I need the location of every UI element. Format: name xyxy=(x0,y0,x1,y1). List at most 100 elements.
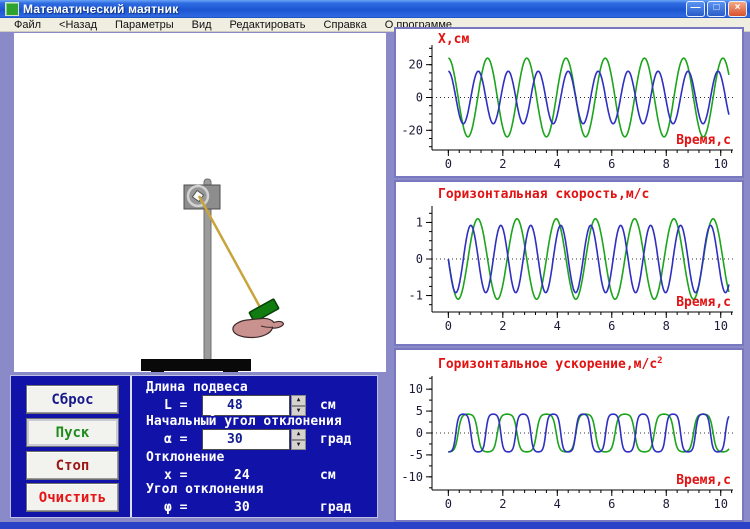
hand-thumb-line xyxy=(260,325,274,328)
length-spinner: ▲ ▼ xyxy=(291,395,306,416)
close-button[interactable]: × xyxy=(728,1,747,17)
x-tick-label: 8 xyxy=(663,319,670,333)
parameter-fields: Длина подвеса L = ▲ ▼ см Начальный угол … xyxy=(132,376,377,517)
x-tick-label: 6 xyxy=(608,497,615,511)
control-panel: Сброс Пуск Стоп Очистить Длина подвеса L… xyxy=(10,375,378,518)
angle-spinner-up-icon[interactable]: ▲ xyxy=(291,429,306,440)
field-length-symbol: L = xyxy=(164,398,188,413)
start-button[interactable]: Пуск xyxy=(26,418,119,447)
angle-spinner-down-icon[interactable]: ▼ xyxy=(291,439,306,450)
x-tick-label: 10 xyxy=(714,157,728,171)
maximize-button[interactable]: □ xyxy=(707,1,726,17)
x-axis-label: Время,с xyxy=(676,295,731,310)
length-spinner-down-icon[interactable]: ▼ xyxy=(291,405,306,416)
chart-velocity: -1 0 1 0 2 4 6 8 10 Горизонтальная скорость,м/с Вр… xyxy=(394,180,744,346)
button-column: Сброс Пуск Стоп Очистить xyxy=(11,376,132,517)
field-displacement-value: 24 xyxy=(234,468,250,483)
field-length-label: Длина подвеса xyxy=(146,380,248,395)
pendulum-simulation-area xyxy=(14,33,386,375)
field-phi-label: Угол отклонения xyxy=(146,482,264,497)
series-green-path xyxy=(448,413,730,453)
field-angle-label: Начальный угол отклонения xyxy=(146,414,342,429)
field-length: Длина подвеса L = ▲ ▼ см xyxy=(132,380,377,416)
x-tick-label: 6 xyxy=(608,319,615,333)
menu-item-view[interactable]: Вид xyxy=(191,18,212,31)
x-tick-label: 4 xyxy=(554,319,561,333)
title-bar: Математический маятник — □ × xyxy=(0,0,750,18)
length-spinner-up-icon[interactable]: ▲ xyxy=(291,395,306,406)
field-length-unit: см xyxy=(320,398,336,413)
field-angle-symbol: α = xyxy=(164,432,188,447)
field-phi-unit: град xyxy=(320,500,352,515)
y-tick-label: -10 xyxy=(401,470,423,484)
x-tick-label: 10 xyxy=(714,319,728,333)
y-tick-label: 0 xyxy=(416,252,423,266)
minimize-button[interactable]: — xyxy=(686,1,705,17)
x-tick-label: 6 xyxy=(608,157,615,171)
menu-item-back[interactable]: <Назад xyxy=(59,18,97,31)
x-tick-label: 8 xyxy=(663,497,670,511)
stand-foot-left xyxy=(151,371,164,375)
window-title: Математический маятник xyxy=(23,2,179,16)
chart-title: X,см xyxy=(438,32,469,47)
y-tick-label: 20 xyxy=(409,58,423,72)
series-blue-path xyxy=(448,70,730,125)
x-tick-label: 2 xyxy=(499,497,506,511)
reset-button[interactable]: Сброс xyxy=(26,385,119,414)
pendulum-string xyxy=(197,195,263,310)
field-displacement: Отклонение x = 24 см xyxy=(132,450,377,484)
x-tick-label: 2 xyxy=(499,319,506,333)
x-tick-label: 4 xyxy=(554,157,561,171)
series-blue-path xyxy=(448,413,730,453)
x-tick-label: 4 xyxy=(554,497,561,511)
series-blue-path xyxy=(447,224,730,294)
field-phi-symbol: φ = xyxy=(164,500,188,515)
x-tick-label: 0 xyxy=(445,319,452,333)
x-tick-label: 0 xyxy=(445,497,452,511)
y-tick-label: -1 xyxy=(409,289,423,303)
field-displacement-symbol: x = xyxy=(164,468,188,483)
y-tick-label: 10 xyxy=(409,382,423,396)
window-controls: — □ × xyxy=(686,1,747,17)
clear-button[interactable]: Очистить xyxy=(26,483,119,512)
y-tick-label: 1 xyxy=(416,215,423,229)
pendulum-drawing xyxy=(141,178,285,375)
series-green-path xyxy=(447,217,730,301)
field-phi: Угол отклонения φ = 30 град xyxy=(132,482,377,516)
chart-acceleration: -10 -5 0 5 10 0 2 4 6 8 10 Горизонтальное ускорение… xyxy=(394,348,744,522)
chart-title: Горизонтальная скорость,м/с xyxy=(438,187,649,202)
x-tick-label: 2 xyxy=(499,157,506,171)
field-angle-unit: град xyxy=(320,432,352,447)
x-axis-label: Время,с xyxy=(676,133,731,148)
charts-column: -20 0 20 0 2 4 6 8 10 X,см Время,с -1 0 1 0 2 4 6 8 10 Гори… xyxy=(394,27,744,524)
stop-button[interactable]: Стоп xyxy=(26,451,119,480)
series-green-path xyxy=(448,57,730,138)
field-phi-value: 30 xyxy=(234,500,250,515)
pendulum-bob xyxy=(248,298,280,323)
field-displacement-unit: см xyxy=(320,468,336,483)
chart-title: Горизонтальное ускорение,м/с2 xyxy=(438,356,663,372)
stand-base xyxy=(141,359,251,371)
chart-svg-0: -20 0 20 0 2 4 6 8 10 X,см Время,с xyxy=(401,32,733,171)
length-input[interactable] xyxy=(202,395,290,416)
y-tick-label: 0 xyxy=(416,91,423,105)
menu-item-help[interactable]: Справка xyxy=(323,18,367,31)
app-icon xyxy=(5,2,19,16)
stand-foot-right xyxy=(223,371,238,375)
angle-spinner: ▲ ▼ xyxy=(291,429,306,450)
y-tick-label: -20 xyxy=(401,123,423,137)
field-angle: Начальный угол отклонения α = ▲ ▼ град xyxy=(132,414,377,450)
menu-item-edit[interactable]: Редактировать xyxy=(229,18,306,31)
menu-item-parameters[interactable]: Параметры xyxy=(115,18,174,31)
x-axis-label: Время,с xyxy=(676,473,731,488)
x-tick-label: 10 xyxy=(714,497,728,511)
x-tick-label: 8 xyxy=(663,157,670,171)
y-tick-label: -5 xyxy=(409,448,423,462)
angle-input[interactable] xyxy=(202,429,290,450)
hand xyxy=(232,317,285,339)
chart-svg-2: -10 -5 0 5 10 0 2 4 6 8 10 Горизонтальное ускорение… xyxy=(401,356,733,511)
menu-item-file[interactable]: Файл xyxy=(14,18,42,31)
y-tick-label: 0 xyxy=(416,426,423,440)
